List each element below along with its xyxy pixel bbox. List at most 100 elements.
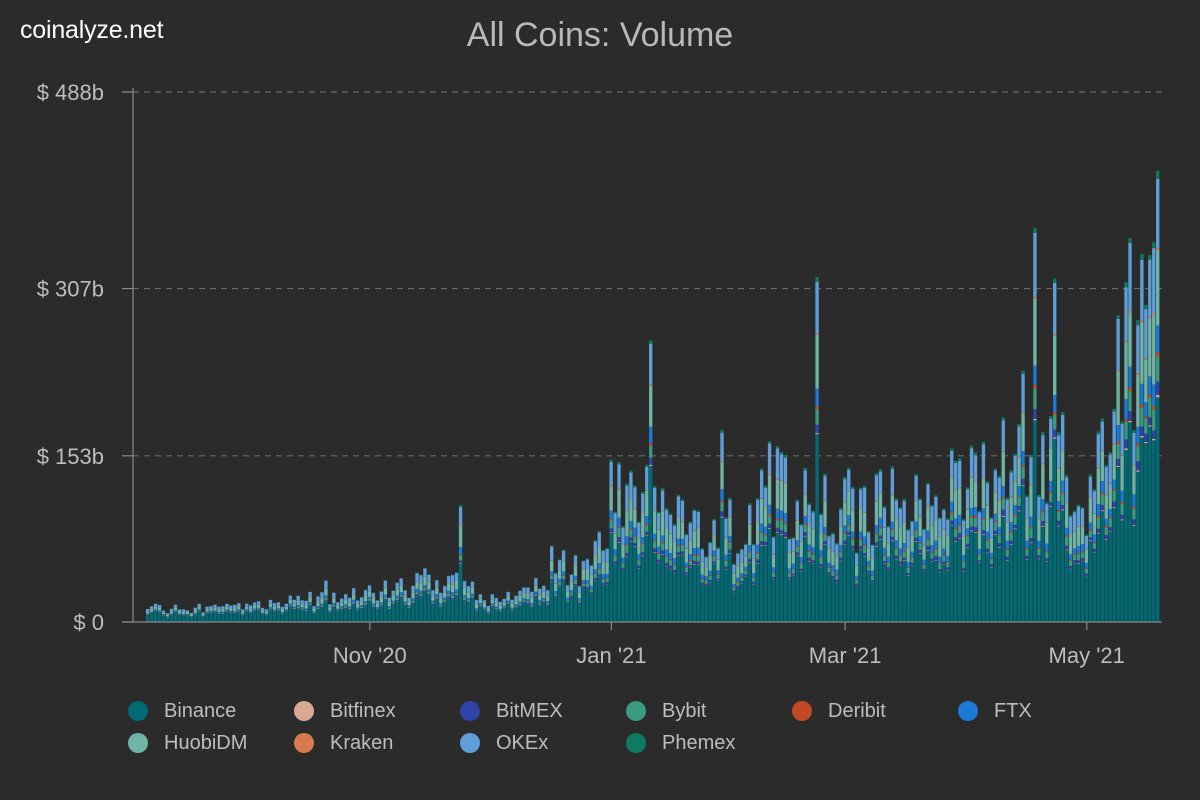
bar-segment-phemex [787,538,792,540]
legend-item-deribit[interactable]: Deribit [792,700,958,722]
bar-segment-okex [1152,248,1156,314]
legend-item-bitmex[interactable]: BitMEX [460,700,626,722]
bar-segment-binance [577,604,582,622]
bar-segment-phemex [1053,278,1057,284]
bar-segment-deribit [680,544,685,546]
bar-segment-deribit [771,572,776,574]
legend-item-phemex[interactable]: Phemex [626,732,792,754]
bar-segment-binance [1021,485,1025,622]
bar-segment-phemex [605,548,609,550]
bar-segment-bitmex [795,552,799,556]
legend-item-binance[interactable]: Binance [128,700,294,722]
legend-item-ftx[interactable]: FTX [958,700,1124,722]
bar-segment-ftx [272,609,277,611]
bar-segment-ftx [1080,544,1085,552]
bar-segment-huobidm [1041,464,1045,500]
bar-segment-bitmex [1128,411,1132,421]
bar-segment-bitfinex [1041,525,1045,527]
bar-segment-ftx [855,575,859,580]
bar-segment-binance [1064,550,1069,622]
bar-segment-ftx [522,598,526,601]
bar-segment-bybit [561,575,566,580]
bar-segment-phemex [839,507,843,510]
bar-segment-ftx [569,590,574,594]
legend-item-okex[interactable]: OKEx [460,732,626,754]
bar-segment-ftx [1140,383,1144,405]
bar-segment-okex [193,607,197,611]
bar-segment-okex [629,472,633,500]
bar-segment-ftx [308,602,312,604]
bar-segment-okex [926,484,930,507]
bar-segment-huobidm [866,548,871,561]
x-tick-label: Nov '20 [333,643,407,668]
bar-segment-bitfinex [645,534,649,536]
bar-segment-okex [561,550,566,562]
bar-segment-phemex [819,513,823,515]
bar-segment-bybit [589,589,593,593]
bar-segment-okex [1136,325,1140,374]
bar-segment-kraken [1100,450,1104,452]
bar-segment-deribit [831,570,835,572]
bar-segment-binance [1148,426,1152,622]
bar-segment-okex [609,461,613,486]
bar-segment-kraken [1029,484,1033,486]
bar-segment-bybit [866,566,871,571]
bar-segment-phemex [855,552,859,554]
bar-segment-okex [886,527,891,543]
bar-segment-kraken [795,520,799,521]
bar-segment-kraken [609,485,613,487]
bar-segment-binance [740,583,744,622]
bar-segment-ftx [985,531,990,540]
bar-segment-phemex [585,558,590,560]
bar-segment-phemex [1088,474,1093,477]
legend-item-kraken[interactable]: Kraken [294,732,460,754]
bar-segment-phemex [462,580,467,582]
bar-segment-binance [462,601,467,622]
bar-segment-huobidm [660,512,665,536]
bar-segment-ftx [724,554,728,561]
bar-segment-binance [260,614,265,622]
bar-segment-phemex [1156,170,1160,179]
bar-segment-ftx [894,540,898,548]
bar-segment-binance [1144,443,1148,622]
bar-segment-binance [197,611,201,622]
bar-segment-ftx [1136,426,1140,444]
bar-segment-bybit [498,610,502,612]
bar-segment-bybit [910,557,914,563]
bar-segment-huobidm [423,576,427,585]
bar-segment-ftx [732,583,736,588]
bar-segment-binance [256,610,261,622]
bar-segment-bitmex [926,545,930,550]
bar-segment-bybit [367,598,372,601]
bar-segment-phemex [1144,304,1148,310]
bar-segment-bybit [454,592,459,596]
bar-segment-phemex [672,524,677,526]
bar-segment-huobidm [237,606,241,610]
bar-segment-huobidm [704,567,708,577]
legend-item-bybit[interactable]: Bybit [626,700,792,722]
legend-item-bitfinex[interactable]: Bitfinex [294,700,460,722]
brand-logo-text[interactable]: coinalyze.net [20,16,164,44]
bar-segment-bitfinex [653,552,657,553]
bar-segment-bybit [1088,530,1093,538]
y-tick-label: $ 488b [37,80,104,105]
bar-segment-binance [522,603,526,622]
bar-segment-kraken [1148,316,1152,319]
bar-segment-deribit [1124,419,1128,422]
legend-item-huobidm[interactable]: HuobiDM [128,732,294,754]
bar-segment-huobidm [260,610,265,613]
x-tick-label: May '21 [1049,643,1125,668]
bar-segment-bybit [1092,543,1097,549]
bar-segment-binance [1140,437,1144,622]
bar-segment-bybit [348,607,352,610]
bar-segment-bybit [862,546,867,553]
bar-segment-bybit [882,555,887,561]
bar-segment-binance [320,607,324,622]
bar-segment-bitmex [843,540,847,545]
bar-segment-ftx [759,523,764,532]
bar-segment-bybit [526,601,530,604]
bar-segment-huobidm [577,592,582,599]
bar-segment-okex [894,500,898,519]
bar-segment-deribit [1144,416,1148,419]
bar-segment-phemex [1152,242,1156,249]
